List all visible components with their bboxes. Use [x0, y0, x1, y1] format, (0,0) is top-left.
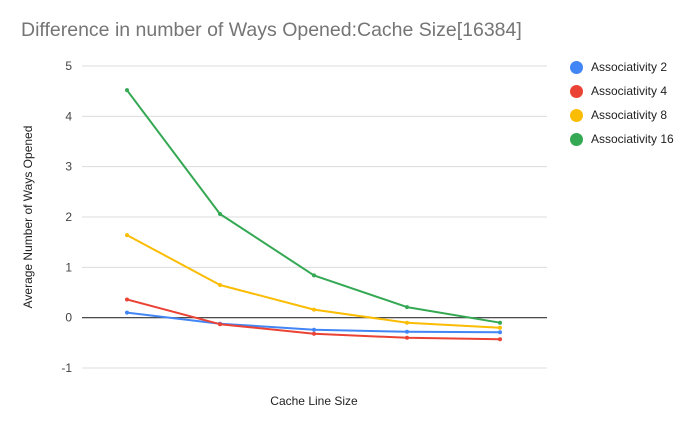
data-point — [498, 325, 502, 330]
legend-swatch — [570, 61, 583, 74]
y-tick-label: 5 — [65, 59, 72, 73]
data-point — [312, 327, 316, 332]
y-tick-label: 4 — [65, 109, 72, 123]
data-point — [405, 335, 409, 340]
data-point — [125, 233, 129, 238]
data-point — [405, 305, 409, 310]
gridlines — [82, 65, 547, 369]
data-point — [498, 330, 502, 335]
y-tick-label: 1 — [65, 260, 72, 274]
y-tick-label: 0 — [65, 311, 72, 325]
series-associativity-4 — [125, 297, 502, 342]
legend-label: Associativity 4 — [591, 84, 668, 98]
data-point — [405, 329, 409, 334]
data-point — [405, 320, 409, 325]
y-tick-label: 3 — [65, 160, 72, 174]
data-point — [125, 310, 129, 315]
y-axis-label: Average Number of Ways Opened — [21, 126, 35, 309]
data-point — [218, 282, 222, 287]
y-tick-label: -1 — [61, 361, 72, 375]
x-axis-label: Cache Line Size — [270, 394, 358, 408]
legend-swatch — [570, 109, 583, 122]
data-point — [218, 211, 222, 216]
legend-label: Associativity 16 — [591, 132, 674, 146]
series-line — [126, 89, 501, 324]
data-point — [498, 320, 502, 325]
data-point — [312, 307, 316, 312]
y-tick-label: 2 — [65, 210, 72, 224]
legend-label: Associativity 2 — [591, 60, 668, 74]
data-point — [312, 273, 316, 278]
chart-title: Difference in number of Ways Opened:Cach… — [21, 19, 522, 41]
data-point — [312, 331, 316, 336]
data-point — [125, 297, 129, 302]
legend-swatch — [570, 85, 583, 98]
data-point — [125, 88, 129, 93]
series-associativity-16 — [125, 88, 502, 325]
data-point — [498, 337, 502, 342]
legend-swatch — [570, 133, 583, 146]
legend-label: Associativity 8 — [591, 108, 668, 122]
data-point — [218, 322, 222, 327]
series-lines — [125, 88, 502, 342]
series-associativity-8 — [125, 233, 502, 330]
y-tick-labels: 5 4 3 2 1 0 -1 — [61, 59, 72, 375]
